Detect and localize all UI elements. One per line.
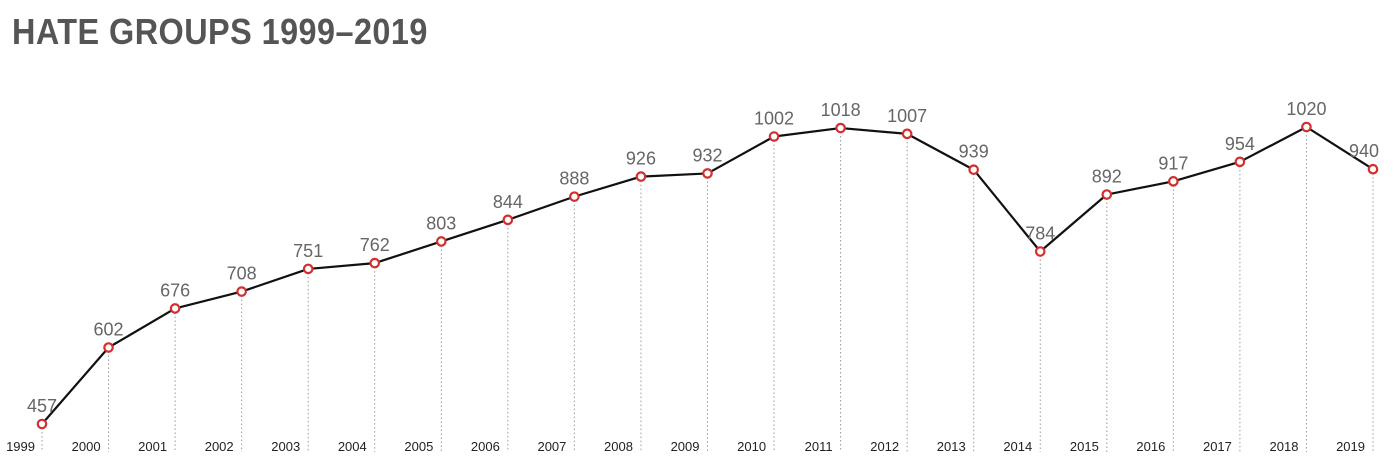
chart-title: HATE GROUPS 1999–2019	[12, 11, 428, 52]
data-label-2009: 932	[692, 145, 722, 165]
x-tick-label: 2001	[138, 439, 167, 454]
x-tick-label: 2008	[604, 439, 633, 454]
x-tick-label: 2006	[471, 439, 500, 454]
data-point-1999	[36, 418, 48, 430]
data-point-2017	[1234, 156, 1246, 168]
data-point-2012	[901, 128, 913, 140]
data-point-2006	[502, 214, 514, 226]
data-point-2002	[236, 286, 247, 297]
data-label-2003: 751	[293, 241, 323, 261]
data-label-2001: 676	[160, 280, 190, 300]
drop-lines	[41, 127, 1374, 452]
data-label-2014: 784	[1025, 223, 1055, 243]
data-labels: 457 602 676 708 751 762 803 844 888 926 932 1002 101…	[27, 99, 1379, 416]
x-tick-label: 2009	[671, 439, 700, 454]
x-tick-label: 2005	[404, 439, 433, 454]
data-point-2016	[1168, 176, 1179, 187]
x-tick-label: 1999	[6, 439, 35, 454]
x-tick-label: 2010	[737, 439, 766, 454]
data-point-2011	[835, 122, 846, 134]
x-tick-label: 2003	[271, 439, 300, 454]
data-point-2001	[169, 303, 181, 314]
data-label-2010: 1002	[754, 108, 794, 128]
data-point-2004	[369, 257, 381, 269]
data-point-2005	[435, 236, 447, 247]
x-tick-label: 2018	[1270, 439, 1299, 454]
x-tick-label: 2004	[338, 439, 367, 454]
x-axis-tick-labels: 1999 2000 2001 2002 2003 2004 2005 2006 2007 2008…	[6, 439, 1365, 454]
data-label-2005: 803	[426, 213, 456, 233]
data-point-2019	[1367, 163, 1379, 175]
x-tick-label: 2002	[205, 439, 234, 454]
data-point-2008	[635, 171, 647, 182]
data-point-2013	[968, 164, 979, 176]
x-tick-label: 2014	[1003, 439, 1032, 454]
x-tick-label: 2016	[1136, 439, 1165, 454]
data-label-1999: 457	[27, 396, 57, 416]
data-label-2015: 892	[1092, 167, 1122, 187]
data-label-2016: 917	[1158, 153, 1188, 173]
x-tick-label: 2000	[72, 439, 101, 454]
x-tick-label: 2007	[537, 439, 566, 454]
data-markers	[36, 121, 1379, 430]
data-label-2004: 762	[360, 235, 390, 255]
data-label-2012: 1007	[887, 106, 927, 126]
x-tick-label: 2013	[937, 439, 966, 454]
data-label-2017: 954	[1225, 134, 1255, 154]
data-label-2013: 939	[959, 142, 989, 162]
data-point-2018	[1301, 121, 1312, 133]
x-tick-label: 2011	[805, 439, 833, 454]
x-tick-label: 2019	[1336, 439, 1365, 454]
data-label-2007: 888	[559, 169, 589, 189]
data-point-2015	[1101, 189, 1113, 200]
x-tick-label: 2015	[1070, 439, 1099, 454]
data-label-2006: 844	[493, 192, 523, 212]
data-label-2018: 1020	[1286, 99, 1326, 119]
data-point-2010	[768, 131, 780, 142]
data-label-2000: 602	[94, 320, 124, 340]
x-tick-label: 2017	[1203, 439, 1232, 454]
data-label-2002: 708	[227, 264, 257, 284]
data-label-2011: 1018	[821, 100, 861, 120]
x-tick-label: 2012	[870, 439, 899, 454]
data-point-2003	[302, 263, 314, 275]
data-point-2000	[103, 342, 114, 353]
data-point-2014	[1034, 246, 1046, 257]
data-label-2008: 926	[626, 149, 656, 169]
data-label-2019: 940	[1349, 141, 1379, 161]
data-point-2009	[702, 168, 713, 179]
data-point-2007	[569, 191, 580, 202]
